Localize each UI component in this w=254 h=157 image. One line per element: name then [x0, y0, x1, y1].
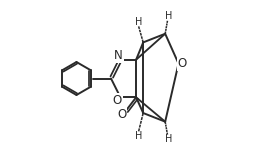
Text: O: O [112, 94, 121, 107]
Text: H: H [134, 17, 142, 27]
Text: H: H [134, 131, 142, 141]
Text: N: N [114, 49, 122, 62]
Text: O: O [117, 108, 126, 121]
Text: H: H [164, 134, 171, 144]
Text: H: H [164, 11, 171, 22]
Text: O: O [177, 57, 186, 70]
